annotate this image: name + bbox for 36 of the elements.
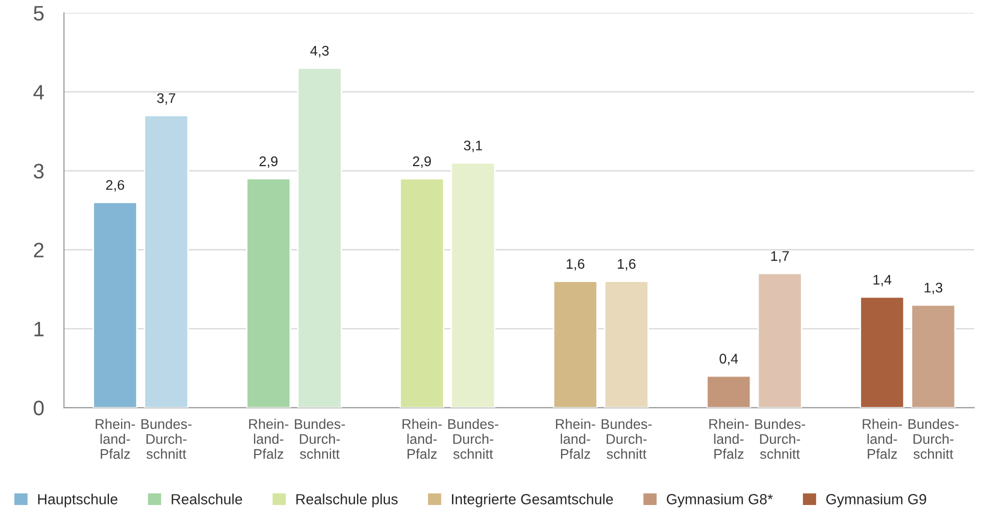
x-tick-label: Rhein- land- Pfalz [709,418,749,459]
x-tick-label: Rhein- land- Pfalz [96,418,135,459]
x-tick-label: Bundes- Durch- schnitt [294,418,345,459]
legend-label: Gymnasium G8* [666,494,773,508]
legend-label: Gymnasium G9 [826,494,926,508]
x-tick-label: Bundes- Durch- schnitt [602,418,652,459]
x-tick-label: Rhein- land- Pfalz [556,418,596,459]
x-tick-label: Rhein- land- Pfalz [402,418,442,459]
data-label: 1,4 [874,274,892,286]
data-label: 2,9 [412,156,431,168]
legend-label: Integrierte Gesamtschule [452,494,613,508]
y-tick-label: 5 [34,6,44,21]
x-tick-label: Bundes- Durch- schnitt [448,418,498,459]
data-label: 0,4 [720,354,738,366]
x-tick-label: Rhein- land- Pfalz [862,418,902,459]
data-label: 1,6 [618,259,636,270]
y-tick-label: 3 [34,164,44,179]
legend-label: Realschule [172,494,242,504]
x-tick-label: Bundes- Durch- schnitt [142,418,192,459]
legend-label: Realschule plus [296,494,398,508]
legend-label: Hauptschule [38,494,118,508]
y-tick-label: 4 [33,85,44,100]
y-tick-label: 0 [34,400,44,416]
data-label: 4,3 [310,46,329,58]
y-tick-label: 1 [34,322,44,336]
x-tick-label: Bundes- Durch- schnitt [755,418,806,459]
x-tick-label: Bundes- Durch- schnitt [908,418,958,459]
data-label: 2,9 [260,156,278,168]
data-label: 3,7 [157,93,176,105]
data-label: 1,7 [771,251,789,263]
data-label: 2,6 [106,180,124,192]
y-tick-label: 2 [34,242,44,258]
data-label: 1,6 [566,259,584,270]
x-tick-label: Rhein- land- Pfalz [249,418,288,459]
data-label: 1,3 [924,282,942,294]
data-label: 3,1 [464,140,482,152]
